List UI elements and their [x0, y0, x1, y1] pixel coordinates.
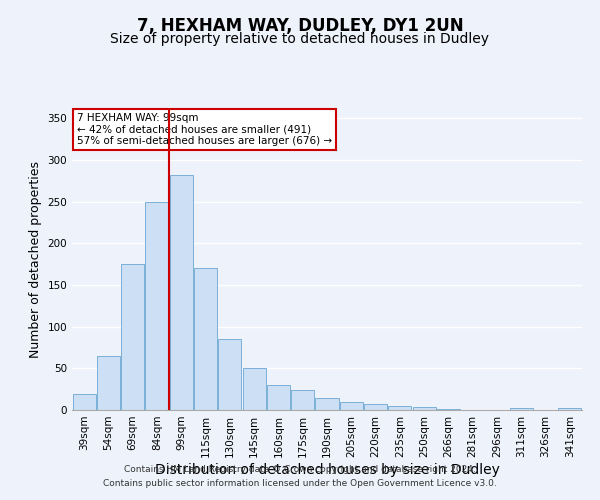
- Bar: [194, 268, 217, 410]
- Bar: [170, 175, 193, 410]
- X-axis label: Distribution of detached houses by size in Dudley: Distribution of detached houses by size …: [155, 462, 499, 476]
- Bar: [316, 398, 338, 410]
- Text: 7, HEXHAM WAY, DUDLEY, DY1 2UN: 7, HEXHAM WAY, DUDLEY, DY1 2UN: [137, 18, 463, 36]
- Bar: [145, 202, 169, 410]
- Bar: [97, 356, 120, 410]
- Y-axis label: Number of detached properties: Number of detached properties: [29, 162, 42, 358]
- Bar: [559, 408, 581, 410]
- Bar: [510, 408, 533, 410]
- Text: Size of property relative to detached houses in Dudley: Size of property relative to detached ho…: [110, 32, 490, 46]
- Bar: [73, 394, 95, 410]
- Bar: [388, 406, 412, 410]
- Bar: [267, 385, 290, 410]
- Bar: [121, 264, 144, 410]
- Bar: [291, 390, 314, 410]
- Bar: [340, 402, 363, 410]
- Bar: [413, 406, 436, 410]
- Bar: [218, 339, 241, 410]
- Text: Contains HM Land Registry data © Crown copyright and database right 2024.
Contai: Contains HM Land Registry data © Crown c…: [103, 466, 497, 487]
- Bar: [364, 404, 387, 410]
- Bar: [242, 368, 266, 410]
- Text: 7 HEXHAM WAY: 99sqm
← 42% of detached houses are smaller (491)
57% of semi-detac: 7 HEXHAM WAY: 99sqm ← 42% of detached ho…: [77, 113, 332, 146]
- Bar: [437, 409, 460, 410]
